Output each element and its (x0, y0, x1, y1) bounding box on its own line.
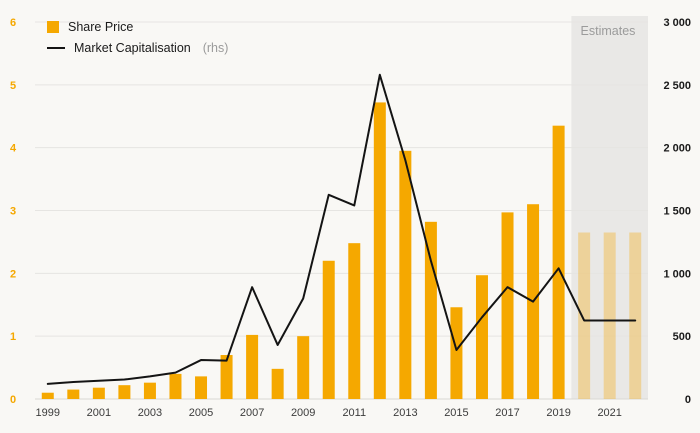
share-price-bar (271, 368, 284, 399)
x-axis-tick-label: 2017 (495, 407, 519, 419)
share-price-bar (220, 355, 233, 399)
share-price-bar (246, 334, 259, 399)
x-axis-tick-label: 2011 (342, 407, 366, 419)
market-cap-line-icon (47, 47, 65, 49)
x-axis-tick-label: 2007 (240, 407, 264, 419)
right-axis-tick-label: 3 000 (663, 17, 691, 29)
left-axis-tick-label: 1 (10, 331, 16, 343)
x-axis-tick-label: 2019 (546, 407, 570, 419)
left-axis-tick-label: 4 (10, 143, 17, 155)
right-axis-tick-label: 1 500 (663, 206, 691, 218)
x-axis-tick-label: 2009 (291, 407, 315, 419)
legend-item-market-cap: Market Capitalisation (rhs) (47, 41, 228, 55)
x-axis-tick-label: 2003 (138, 407, 162, 419)
x-axis-tick-label: 1999 (36, 407, 60, 419)
share-price-bar (143, 382, 156, 399)
share-price-bar (373, 102, 386, 399)
left-axis-tick-label: 6 (10, 17, 16, 29)
x-axis-tick-label: 2005 (189, 407, 213, 419)
right-axis-tick-label: 0 (685, 394, 691, 406)
legend-label-rhs: (rhs) (202, 41, 229, 55)
share-price-bar (348, 243, 361, 399)
market-cap-line (46, 73, 637, 385)
share-price-bar (399, 150, 412, 399)
estimates-band (571, 16, 648, 399)
x-axis-tick-label: 2015 (444, 407, 468, 419)
share-price-bar (322, 260, 335, 399)
legend-label-market-cap: Market Capitalisation (74, 41, 191, 55)
right-axis-tick-label: 2 500 (663, 80, 691, 92)
share-price-bar (41, 392, 54, 399)
share-price-bar (169, 373, 182, 399)
share-price-bar-estimate (603, 232, 616, 399)
share-price-bar (297, 336, 310, 399)
share-price-swatch-icon (47, 21, 59, 33)
left-axis-tick-label: 3 (10, 206, 16, 218)
share-price-bar-estimate (629, 232, 642, 399)
legend-item-share-price: Share Price (47, 20, 228, 34)
share-price-bar (118, 385, 131, 399)
share-price-bar (195, 376, 208, 399)
x-axis-tick-label: 2001 (87, 407, 111, 419)
legend-label-share-price: Share Price (68, 20, 134, 34)
estimates-label: Estimates (580, 24, 636, 38)
share-price-bar-estimate (578, 232, 591, 399)
share-price-bar (552, 125, 565, 400)
x-axis-tick-label: 2013 (393, 407, 417, 419)
x-axis-tick-label: 2021 (597, 407, 621, 419)
share-price-bar (450, 307, 463, 399)
share-price-bar (92, 387, 105, 399)
left-axis-tick-label: 0 (10, 394, 16, 406)
left-axis-tick-label: 2 (10, 268, 16, 280)
share-price-bar (67, 389, 80, 399)
right-axis-tick-label: 1 000 (663, 268, 691, 280)
share-price-bar (475, 275, 488, 399)
legend: Share Price Market Capitalisation (rhs) (47, 20, 228, 55)
right-axis-tick-label: 2 000 (663, 143, 691, 155)
left-axis-tick-label: 5 (10, 80, 16, 92)
share-price-bar (424, 221, 437, 399)
share-price-bar (501, 212, 514, 399)
right-axis-tick-label: 500 (673, 331, 691, 343)
